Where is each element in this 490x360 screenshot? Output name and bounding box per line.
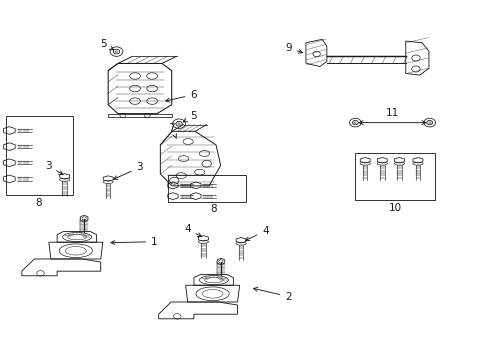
Text: 5: 5 xyxy=(100,40,114,50)
Text: 4: 4 xyxy=(245,226,269,240)
Bar xyxy=(108,114,172,117)
Text: 6: 6 xyxy=(166,90,197,102)
Text: 9: 9 xyxy=(285,43,302,53)
Text: 2: 2 xyxy=(254,287,292,302)
Text: 3: 3 xyxy=(45,161,63,175)
Bar xyxy=(355,153,435,200)
Text: 4: 4 xyxy=(184,225,201,237)
Text: 5: 5 xyxy=(183,111,197,122)
Text: 10: 10 xyxy=(389,203,402,213)
Text: 7: 7 xyxy=(169,123,176,138)
Bar xyxy=(5,116,73,195)
Text: 8: 8 xyxy=(35,198,42,208)
Bar xyxy=(168,175,246,202)
Text: 11: 11 xyxy=(386,108,399,118)
Text: 8: 8 xyxy=(210,204,217,214)
Text: 3: 3 xyxy=(114,162,143,179)
Text: 1: 1 xyxy=(111,237,158,247)
